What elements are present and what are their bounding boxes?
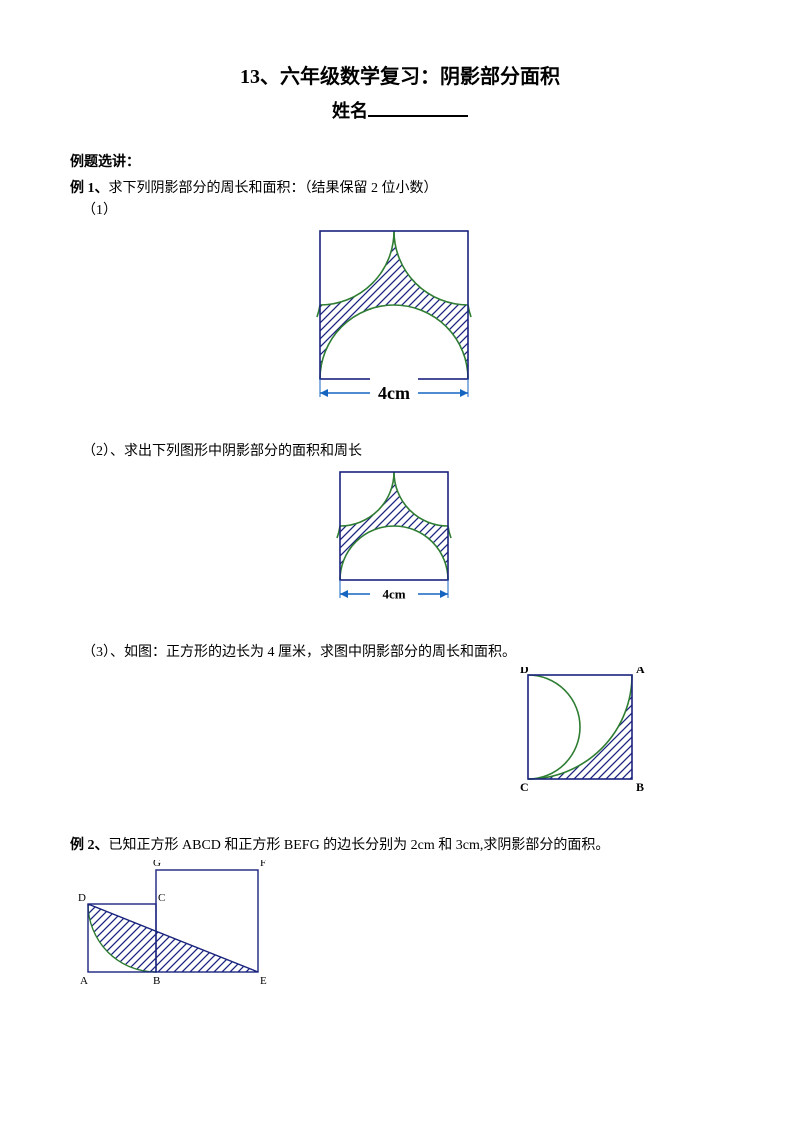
svg-text:A: A xyxy=(80,975,88,987)
svg-text:4cm: 4cm xyxy=(378,383,410,403)
example-2: 例 2、已知正方形 ABCD 和正方形 BEFG 的边长分别为 2cm 和 3c… xyxy=(70,834,730,854)
ex2-lead: 例 2、 xyxy=(70,838,109,853)
svg-text:A: A xyxy=(636,667,645,676)
figure-2-svg: 4cm xyxy=(334,466,466,614)
svg-text:D: D xyxy=(78,892,86,904)
example-1: 例 1、求下列阴影部分的周长和面积：（结果保留 2 位小数） xyxy=(70,177,730,197)
svg-text:B: B xyxy=(153,975,160,987)
ex1-lead: 例 1、 xyxy=(70,181,109,196)
svg-text:C: C xyxy=(520,780,529,794)
figure-3-svg: D A C B xyxy=(510,667,670,807)
ex1-p1-label: （1） xyxy=(82,199,730,219)
ex1-p3: （3）、如图：正方形的边长为 4 厘米，求图中阴影部分的周长和面积。 xyxy=(82,641,730,661)
ex1-text: 求下列阴影部分的周长和面积：（结果保留 2 位小数） xyxy=(109,181,438,196)
figure-3: D A C B xyxy=(70,667,730,812)
name-label: 姓名 xyxy=(332,101,368,121)
svg-text:C: C xyxy=(158,892,165,904)
svg-text:F: F xyxy=(260,860,266,869)
section-heading: 例题选讲： xyxy=(70,151,730,171)
svg-text:B: B xyxy=(636,780,644,794)
name-line: 姓名 xyxy=(70,97,730,123)
name-blank xyxy=(368,101,468,117)
svg-text:E: E xyxy=(260,975,267,987)
svg-text:4cm: 4cm xyxy=(382,586,405,601)
figure-1: 4cm xyxy=(70,225,730,418)
figure-2: 4cm xyxy=(70,466,730,619)
page-title: 13、六年级数学复习：阴影部分面积 xyxy=(70,60,730,89)
ex2-text: 已知正方形 ABCD 和正方形 BEFG 的边长分别为 2cm 和 3cm,求阴… xyxy=(109,838,610,853)
svg-text:D: D xyxy=(520,667,529,676)
figure-4: A B E D C G F xyxy=(70,860,730,995)
svg-text:G: G xyxy=(153,860,161,869)
figure-1-svg: 4cm xyxy=(314,225,486,413)
ex1-p2: （2）、求出下列图形中阴影部分的面积和周长 xyxy=(82,440,730,460)
figure-4-svg: A B E D C G F xyxy=(70,860,280,990)
